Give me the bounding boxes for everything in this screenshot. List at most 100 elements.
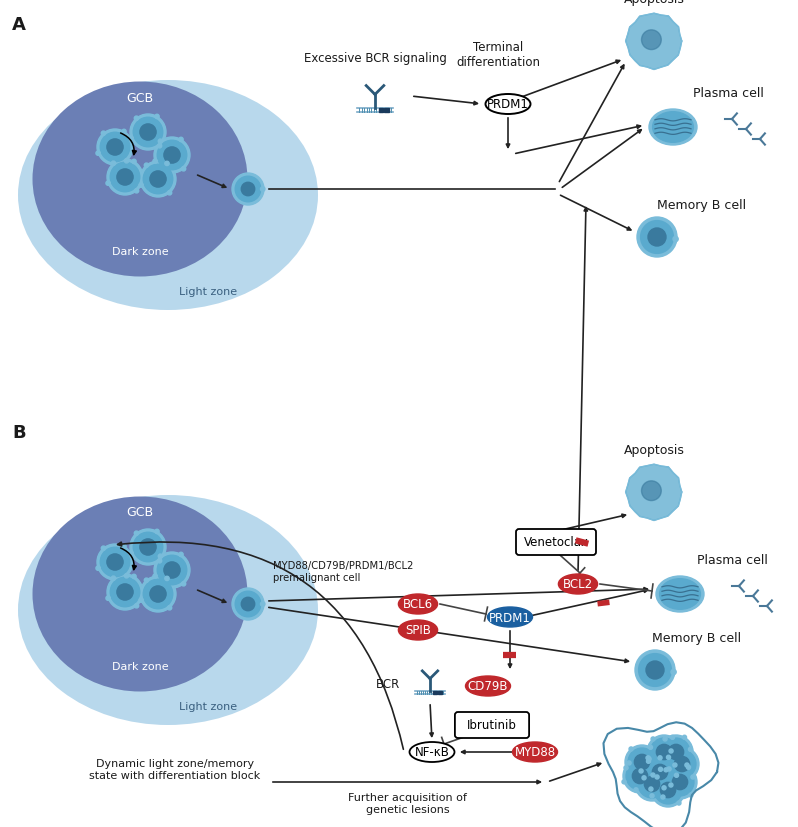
- Circle shape: [673, 763, 677, 767]
- Circle shape: [643, 755, 677, 789]
- Circle shape: [661, 782, 676, 798]
- Circle shape: [651, 737, 655, 741]
- Circle shape: [629, 747, 633, 751]
- Circle shape: [638, 770, 666, 798]
- Circle shape: [666, 755, 670, 759]
- Circle shape: [668, 750, 696, 778]
- Circle shape: [689, 748, 693, 752]
- Ellipse shape: [488, 607, 532, 627]
- Circle shape: [663, 765, 697, 799]
- Circle shape: [235, 177, 261, 203]
- Circle shape: [179, 138, 184, 142]
- Circle shape: [150, 586, 166, 602]
- Circle shape: [168, 606, 172, 610]
- Circle shape: [133, 118, 163, 147]
- Circle shape: [664, 767, 668, 772]
- Text: PRDM1: PRDM1: [489, 611, 531, 624]
- Circle shape: [106, 596, 110, 600]
- Circle shape: [181, 582, 186, 586]
- Text: Apoptosis: Apoptosis: [623, 443, 685, 457]
- Circle shape: [651, 773, 685, 807]
- Text: Plasma cell: Plasma cell: [697, 553, 768, 566]
- Circle shape: [143, 580, 172, 609]
- Circle shape: [673, 237, 678, 242]
- FancyBboxPatch shape: [455, 712, 529, 739]
- Ellipse shape: [33, 83, 247, 277]
- Circle shape: [155, 115, 159, 119]
- Circle shape: [662, 739, 690, 766]
- FancyBboxPatch shape: [516, 529, 596, 555]
- Circle shape: [673, 774, 688, 790]
- Ellipse shape: [18, 81, 318, 311]
- Circle shape: [110, 163, 140, 193]
- Circle shape: [639, 769, 643, 773]
- Circle shape: [165, 162, 169, 166]
- Text: BCL2: BCL2: [563, 578, 593, 590]
- Circle shape: [649, 787, 653, 791]
- Circle shape: [649, 745, 653, 749]
- Ellipse shape: [18, 495, 318, 725]
- Circle shape: [634, 788, 638, 792]
- Circle shape: [625, 745, 659, 779]
- Circle shape: [685, 763, 689, 767]
- Ellipse shape: [409, 742, 455, 762]
- Circle shape: [140, 125, 156, 141]
- Circle shape: [97, 130, 133, 165]
- Text: Excessive BCR signaling: Excessive BCR signaling: [303, 52, 446, 65]
- Text: Dark zone: Dark zone: [112, 662, 168, 672]
- Circle shape: [101, 131, 105, 136]
- Circle shape: [122, 130, 126, 135]
- Text: Dark zone: Dark zone: [112, 246, 168, 256]
- Circle shape: [637, 218, 677, 258]
- Circle shape: [665, 747, 699, 781]
- Circle shape: [111, 162, 116, 166]
- Text: GCB: GCB: [126, 92, 153, 104]
- Circle shape: [652, 764, 668, 780]
- Circle shape: [241, 183, 255, 197]
- Ellipse shape: [398, 595, 437, 614]
- Circle shape: [168, 191, 172, 196]
- Circle shape: [661, 795, 665, 799]
- Circle shape: [130, 115, 166, 151]
- Ellipse shape: [485, 95, 531, 115]
- Text: GCB: GCB: [126, 506, 153, 519]
- Circle shape: [154, 552, 190, 588]
- Circle shape: [622, 780, 626, 784]
- Circle shape: [235, 591, 261, 617]
- Circle shape: [139, 598, 144, 603]
- Ellipse shape: [33, 497, 247, 691]
- Circle shape: [134, 117, 139, 122]
- Circle shape: [658, 767, 662, 772]
- Text: Dynamic light zone/memory
state with differentiation block: Dynamic light zone/memory state with dif…: [89, 758, 261, 780]
- Circle shape: [158, 140, 163, 144]
- Circle shape: [232, 588, 264, 620]
- Circle shape: [638, 654, 671, 686]
- Text: Venetoclax: Venetoclax: [523, 536, 588, 549]
- FancyBboxPatch shape: [438, 691, 442, 694]
- Circle shape: [627, 761, 631, 765]
- Ellipse shape: [465, 676, 511, 696]
- Circle shape: [134, 604, 139, 608]
- Text: MYD88: MYD88: [515, 746, 555, 758]
- Circle shape: [107, 140, 123, 156]
- Text: Terminal
differentiation: Terminal differentiation: [456, 41, 540, 69]
- Circle shape: [642, 776, 646, 780]
- Ellipse shape: [653, 112, 693, 143]
- Circle shape: [689, 793, 693, 797]
- Circle shape: [669, 749, 673, 753]
- Circle shape: [669, 744, 684, 760]
- Circle shape: [632, 768, 648, 784]
- Circle shape: [164, 562, 180, 578]
- Circle shape: [260, 602, 265, 606]
- Circle shape: [96, 152, 101, 156]
- Circle shape: [134, 532, 139, 536]
- Circle shape: [157, 141, 187, 170]
- Circle shape: [144, 578, 148, 583]
- Polygon shape: [626, 465, 681, 521]
- Circle shape: [663, 737, 667, 741]
- Text: Memory B cell: Memory B cell: [653, 631, 741, 644]
- Circle shape: [96, 566, 101, 571]
- Circle shape: [241, 598, 255, 611]
- Circle shape: [101, 133, 130, 163]
- Text: MYD88/CD79B/PRDM1/BCL2
premalignant cell: MYD88/CD79B/PRDM1/BCL2 premalignant cell: [273, 561, 413, 582]
